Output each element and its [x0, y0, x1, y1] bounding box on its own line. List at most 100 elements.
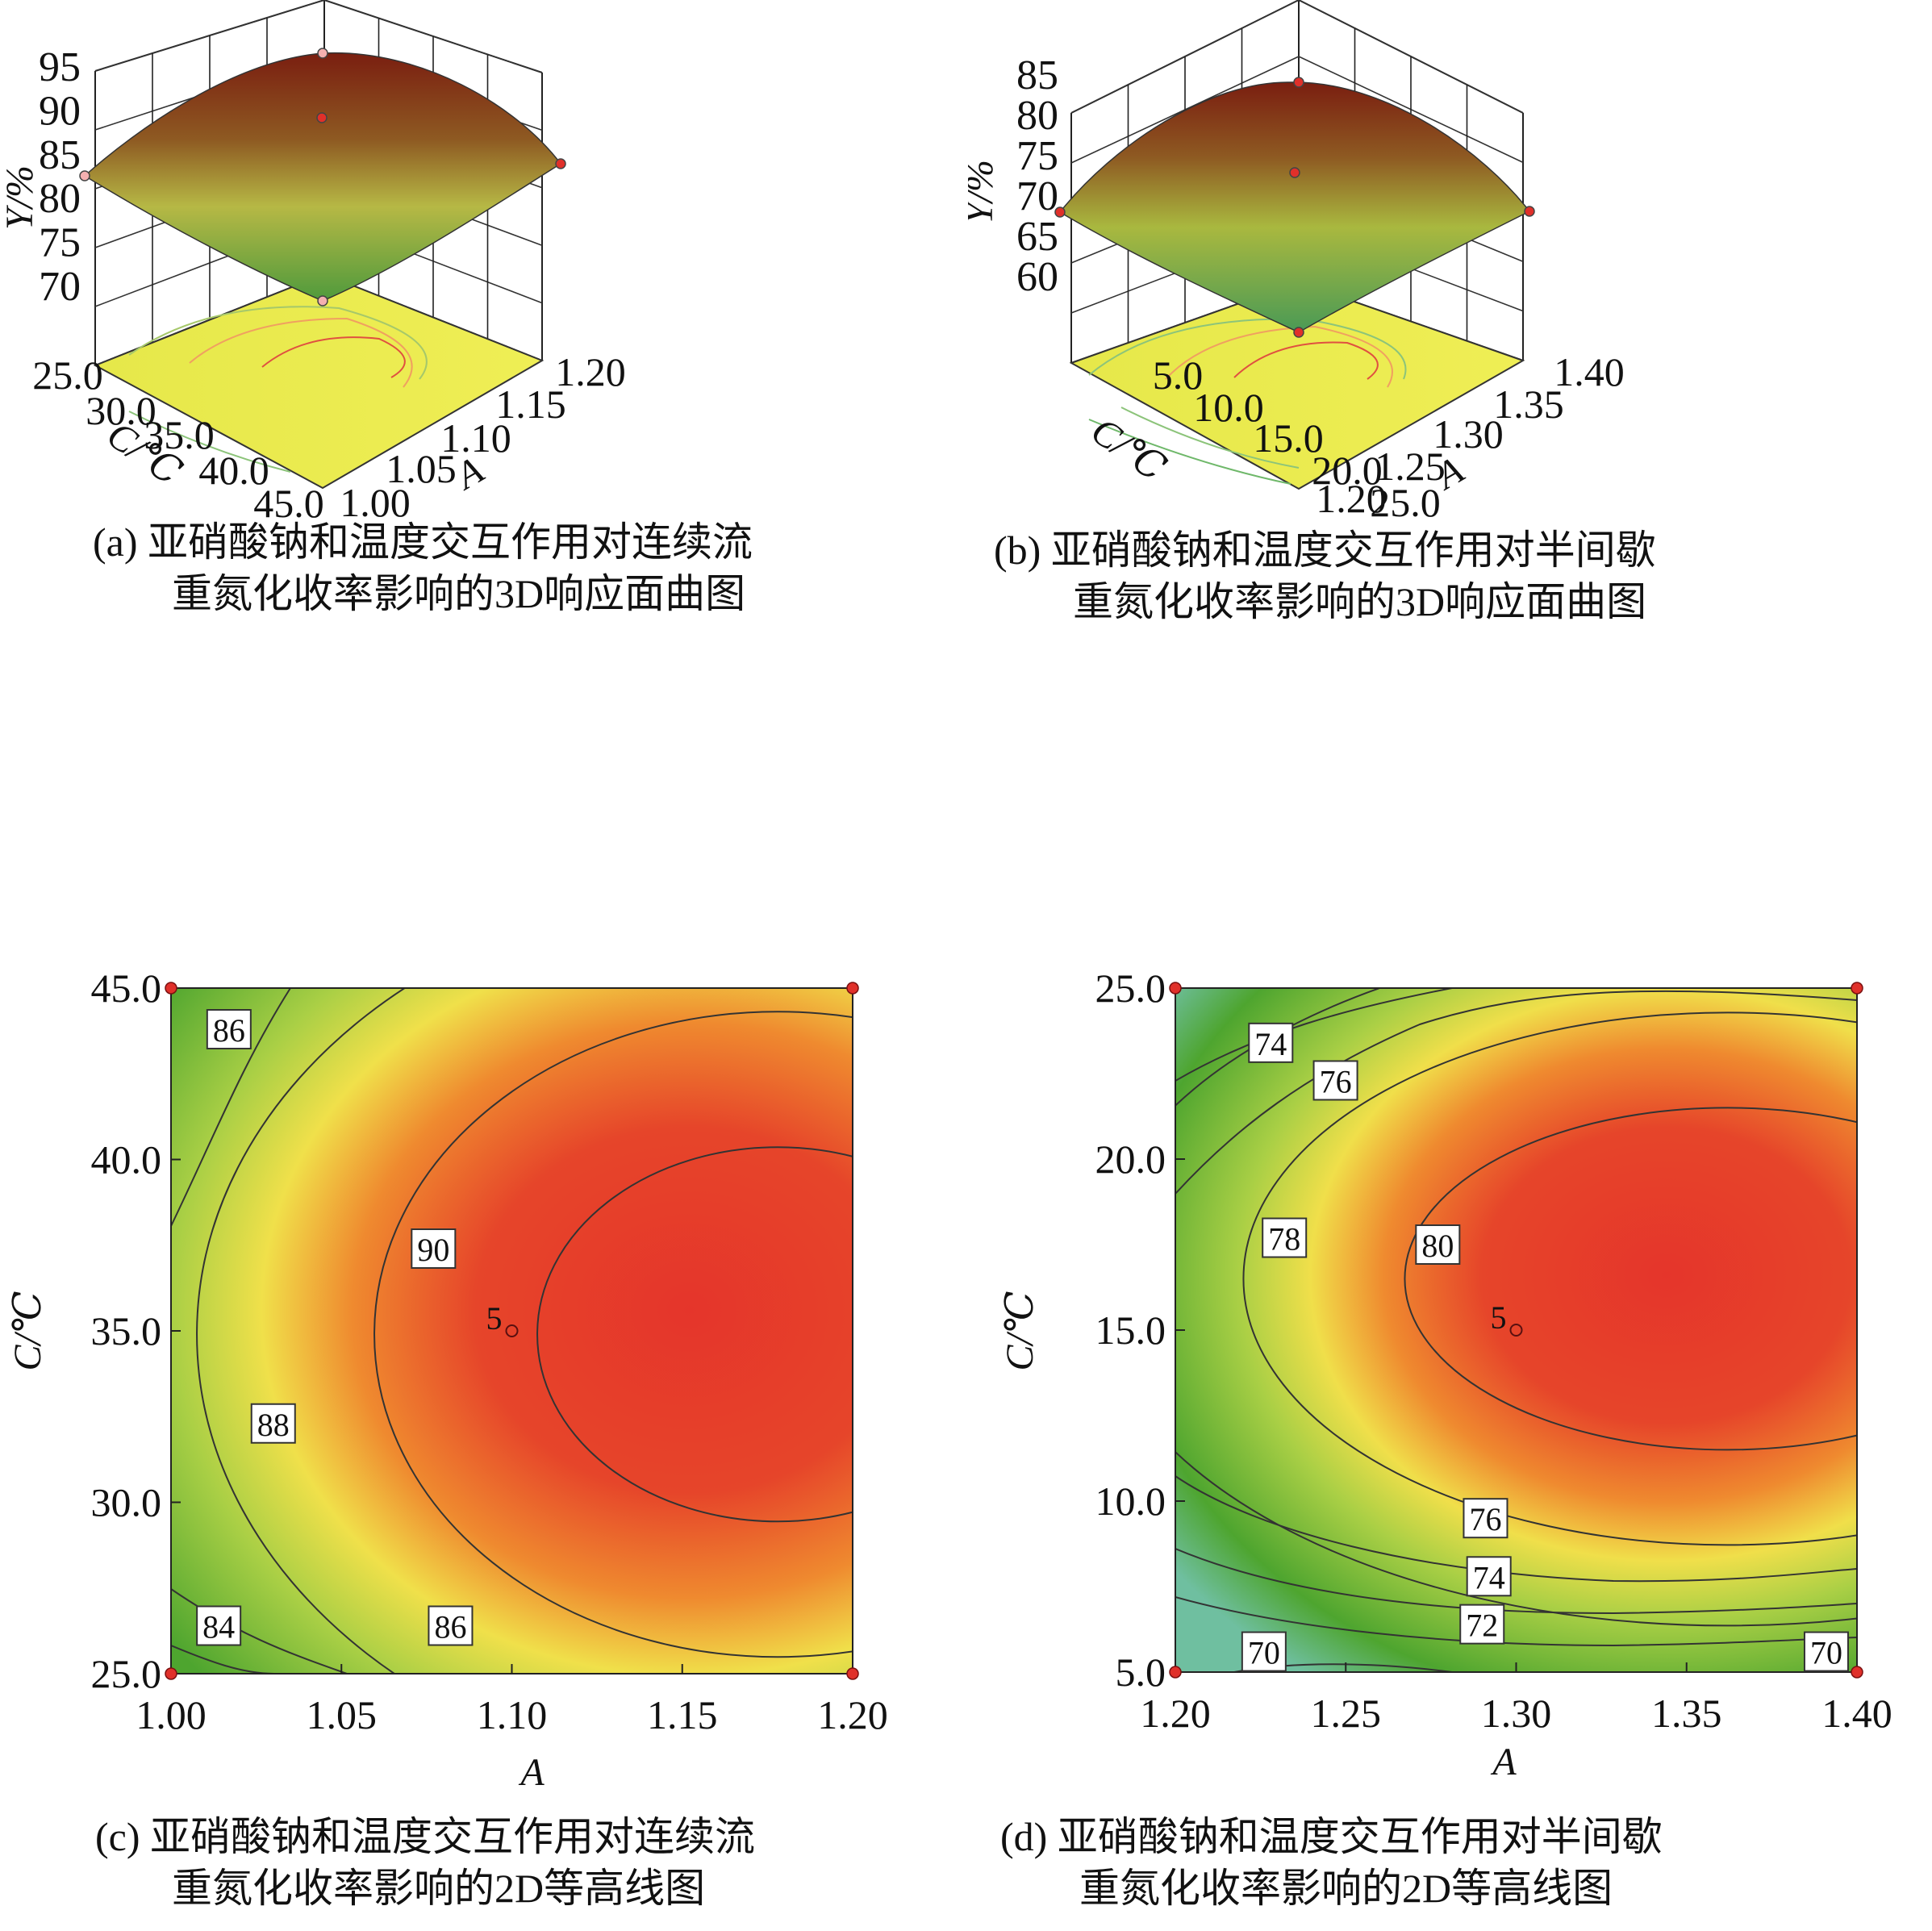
contour-line: [1175, 1548, 1857, 1615]
design-point: [1293, 327, 1304, 338]
contour-label: 86: [434, 1609, 466, 1645]
z-tick-label: 70: [39, 264, 81, 310]
z-tick-label: 75: [39, 220, 81, 266]
x-tick-labels: 1.00 1.05 1.10 1.15 1.20: [136, 1664, 888, 1737]
x-tick-label: 1.20: [555, 349, 626, 394]
floor-plane: [93, 273, 545, 490]
y-tick-label: 25.0: [32, 352, 103, 398]
y-tick-label: 40.0: [198, 448, 269, 493]
caption-line2: 重氮化收率影响的3D响应面曲图: [172, 571, 746, 616]
caption-line1: (d) 亚硝酸钠和温度交互作用对半间歇: [1000, 1814, 1663, 1859]
contour-label-box: [196, 1605, 242, 1646]
z-tick-label: 70: [1016, 173, 1058, 219]
caption-line1: (b) 亚硝酸钠和温度交互作用对半间歇: [994, 528, 1656, 573]
y-tick-label: 25.0: [1370, 480, 1441, 525]
x-tick-label: 1.40: [1821, 1691, 1892, 1736]
y-tick-label: 35.0: [91, 1308, 162, 1353]
floor-contours: [128, 306, 428, 473]
contour-label: 74: [1473, 1559, 1505, 1595]
contour-label: 80: [1421, 1228, 1454, 1264]
contour-line: [1175, 1596, 1857, 1647]
z-tick-label: 60: [1016, 254, 1058, 300]
caption-d: (d) 亚硝酸钠和温度交互作用对半间歇 重氮化收率影响的2D等高线图: [1000, 1811, 1663, 1914]
center-point: [1509, 1324, 1523, 1337]
heatmap-field: [171, 988, 853, 1674]
design-point: [165, 982, 177, 995]
y-tick-label: 10.0: [1193, 385, 1264, 430]
z-tick-label: 95: [39, 44, 81, 90]
contour-label-box: [1466, 1556, 1512, 1597]
y-tick-labels: 5.010.015.020.025.0: [1095, 966, 1185, 1695]
y-tick-label: 30.0: [86, 388, 156, 433]
x-tick-label: 1.10: [440, 415, 511, 461]
contour-label: 84: [202, 1609, 235, 1645]
contour-label-box: [1248, 1022, 1294, 1063]
design-point: [1851, 982, 1863, 995]
y-tick-label: 45.0: [91, 966, 162, 1011]
design-point: [317, 48, 328, 59]
caption-b: (b) 亚硝酸钠和温度交互作用对半间歇 重氮化收率影响的3D响应面曲图: [994, 524, 1656, 628]
design-point: [1293, 77, 1304, 88]
contour-line: [373, 1011, 853, 1658]
design-point: [1524, 206, 1535, 217]
y-tick-label: 40.0: [91, 1137, 162, 1182]
x-tick-label: 1.25: [1375, 444, 1446, 489]
y-axis-label: C/℃: [1083, 409, 1174, 490]
z-axis-label: Y/%: [0, 165, 41, 230]
design-points: 5: [1169, 982, 1863, 1679]
contour-label: 70: [1810, 1635, 1842, 1671]
panel-d: 5.0 10.0 15.0 20.0 25.0 1.20 1.25 1.30 1.35 1.40…: [968, 952, 1932, 1927]
design-points: [79, 48, 566, 307]
y-tick-labels: 5.010.015.020.025.0: [1153, 352, 1441, 525]
design-point: [317, 295, 328, 307]
contour-label: 76: [1469, 1501, 1501, 1537]
x-axis-label: A: [518, 1751, 545, 1794]
contour-label: 70: [1248, 1635, 1280, 1671]
design-point: [1169, 1666, 1182, 1679]
contour-label-box: [428, 1605, 474, 1646]
y-tick-label: 20.0: [1312, 448, 1383, 493]
x-tick-labels: 1.201.251.301.351.40: [1316, 349, 1625, 521]
contour-label: 78: [1268, 1221, 1300, 1257]
contour-line: [1175, 990, 1857, 1195]
design-point: [79, 170, 90, 181]
z-tick-label: 80: [1016, 93, 1058, 139]
y-tick-label: 15.0: [1253, 415, 1324, 461]
contour-label: 72: [1466, 1608, 1498, 1644]
x-tick-label: 1.05: [386, 446, 457, 491]
caption-line2: 重氮化收率影响的2D等高线图: [172, 1866, 706, 1911]
contour-label: 88: [257, 1407, 290, 1443]
y-axis-label: C/℃: [999, 1291, 1041, 1370]
z-tick-label: 75: [1016, 133, 1058, 179]
design-point: [846, 1667, 859, 1680]
x-tick-label: 1.30: [1481, 1691, 1552, 1736]
x-tick-label: 1.40: [1554, 349, 1625, 394]
contour-line: [1175, 1475, 1857, 1583]
panel-b: Y/% 85 80 75 70 65 60 5.0 10.0 15.0 20.0 25.0 1.2…: [958, 0, 1932, 807]
y-tick-label: 5.0: [1116, 1649, 1166, 1695]
x-axis-label: A: [1490, 1741, 1517, 1783]
design-point: [1169, 982, 1182, 995]
x-tick-label: 1.35: [1493, 382, 1564, 427]
caption-line2: 重氮化收率影响的2D等高线图: [1079, 1866, 1613, 1911]
x-tick-label: 1.15: [647, 1692, 718, 1737]
contour-label-box: [206, 1009, 252, 1049]
contour-label-box: [1241, 1631, 1287, 1672]
y-tick-label: 25.0: [91, 1651, 162, 1696]
y-tick-label: 20.0: [1095, 1136, 1166, 1182]
design-point: [165, 1667, 177, 1680]
heatmap-field: [1175, 988, 1857, 1672]
x-tick-label: 1.15: [495, 382, 566, 427]
contour-line: [1175, 988, 1857, 1627]
contour-line: [1404, 1107, 1857, 1451]
floor-plane: [1069, 281, 1525, 490]
y-tick-label: 25.0: [1095, 966, 1166, 1011]
x-tick-label: 1.20: [1140, 1691, 1211, 1736]
y-tick-label: 35.0: [144, 412, 215, 457]
x-tick-label: 1.00: [340, 480, 411, 525]
panel-c: 25.0 30.0 35.0 40.0 45.0 1.00 1.05 1.10 1.15 1.2…: [0, 952, 968, 1927]
